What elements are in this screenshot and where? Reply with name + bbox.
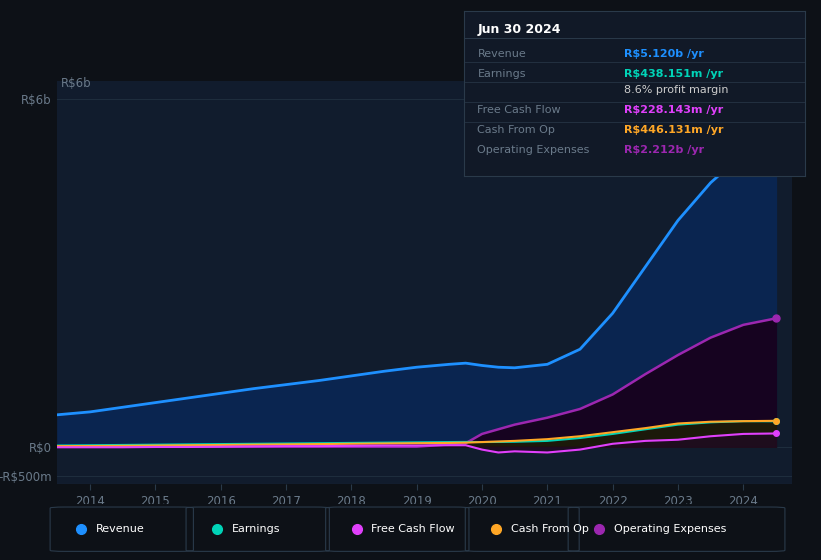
Text: Operating Expenses: Operating Expenses — [478, 145, 589, 155]
Text: R$5.120b /yr: R$5.120b /yr — [624, 49, 704, 59]
Text: Cash From Op: Cash From Op — [478, 125, 555, 135]
Text: 8.6% profit margin: 8.6% profit margin — [624, 86, 728, 96]
Text: R$2.212b /yr: R$2.212b /yr — [624, 145, 704, 155]
Text: R$6b: R$6b — [61, 77, 91, 90]
Text: R$438.151m /yr: R$438.151m /yr — [624, 69, 723, 79]
Text: Earnings: Earnings — [232, 524, 280, 534]
Text: R$446.131m /yr: R$446.131m /yr — [624, 125, 723, 135]
Text: Free Cash Flow: Free Cash Flow — [478, 105, 561, 115]
Text: Operating Expenses: Operating Expenses — [614, 524, 726, 534]
Text: Revenue: Revenue — [96, 524, 144, 534]
Text: R$228.143m /yr: R$228.143m /yr — [624, 105, 723, 115]
Text: Free Cash Flow: Free Cash Flow — [371, 524, 455, 534]
Text: Earnings: Earnings — [478, 69, 526, 79]
Text: Jun 30 2024: Jun 30 2024 — [478, 23, 561, 36]
Text: Revenue: Revenue — [478, 49, 526, 59]
Text: Cash From Op: Cash From Op — [511, 524, 589, 534]
